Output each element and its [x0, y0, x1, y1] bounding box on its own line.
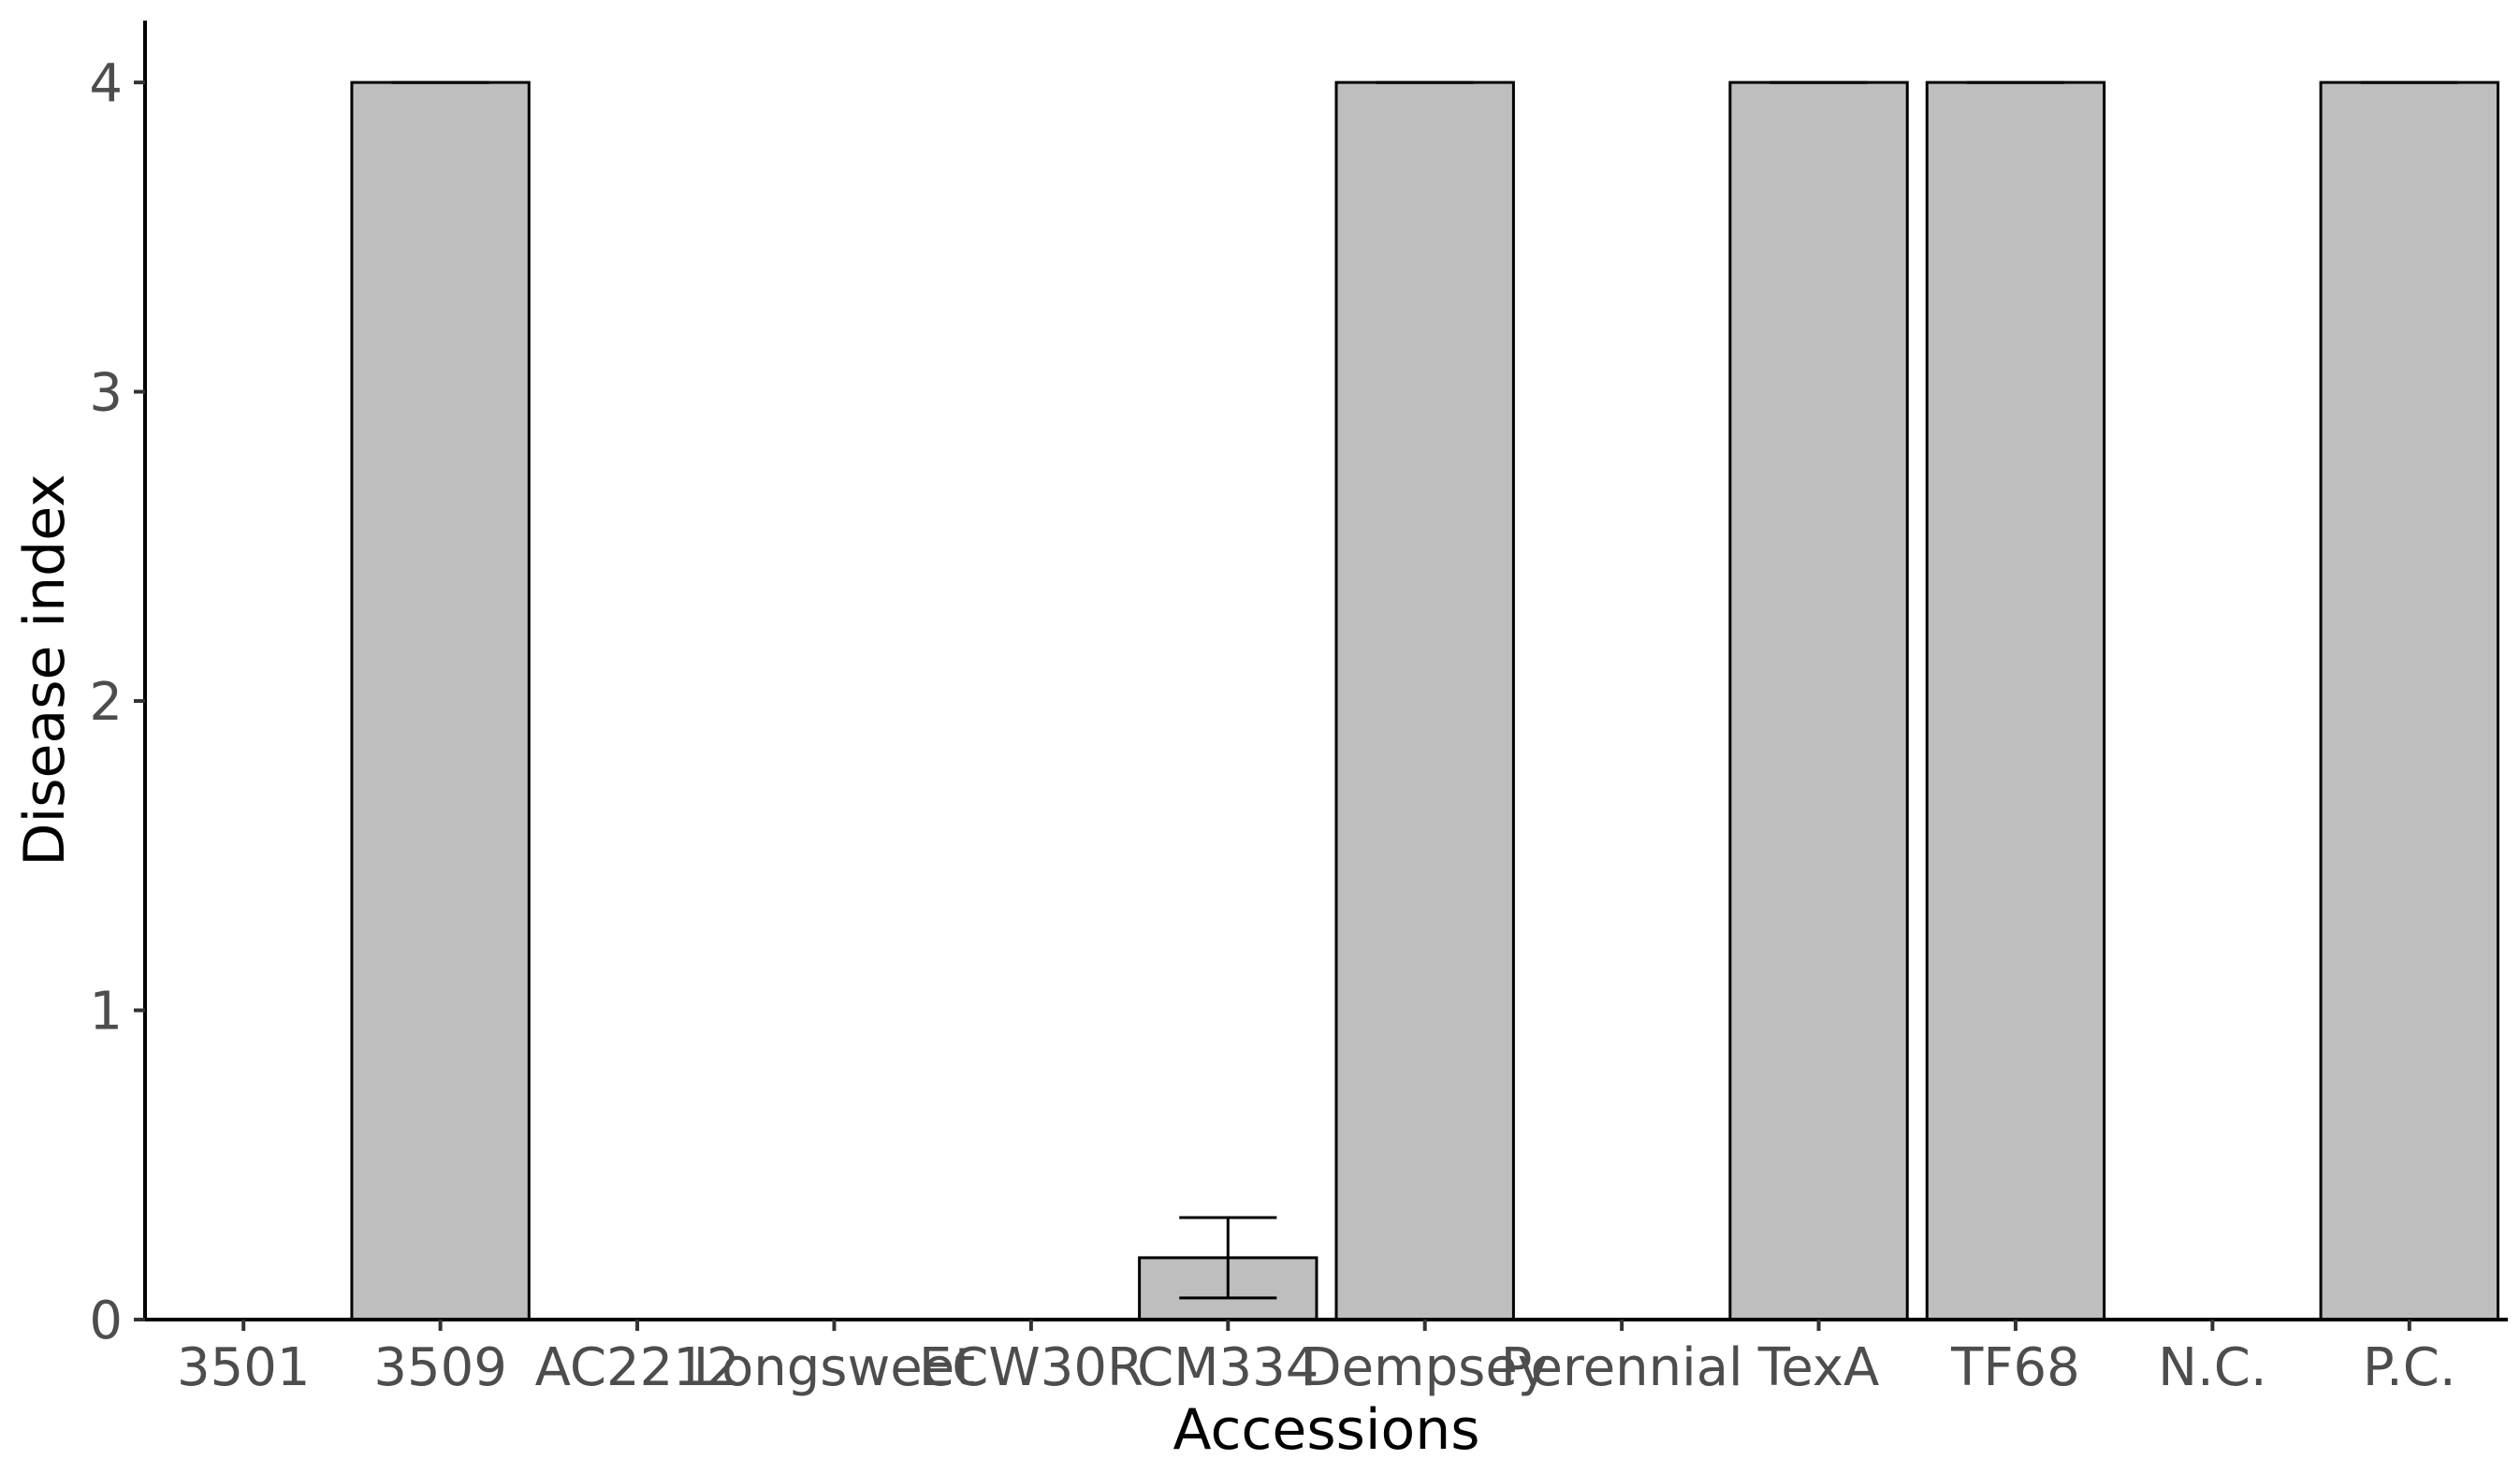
x-tick-label: Dempsey	[1301, 1337, 1548, 1398]
y-axis-ticks: 0 1 2 3 4	[89, 53, 145, 1351]
x-tick-label: CM334	[1137, 1337, 1318, 1398]
bars-layer	[350, 80, 2499, 1321]
y-axis-title: Disease index	[12, 474, 78, 866]
x-tick-label: Perennial	[1501, 1337, 1743, 1398]
x-tick-label: 3501	[177, 1337, 311, 1398]
y-tick-label: 0	[89, 1291, 123, 1351]
y-tick-label: 2	[89, 672, 123, 733]
x-tick-label: Longsweet	[693, 1337, 975, 1398]
error-bars-layer	[391, 80, 2458, 1300]
y-tick-label: 1	[89, 982, 123, 1043]
x-tick-label: P.C.	[2363, 1337, 2456, 1398]
x-axis-title: Accessions	[1173, 1397, 1479, 1463]
x-tick-label: TexA	[1757, 1337, 1880, 1398]
bar-TF68	[1925, 80, 2106, 1321]
x-tick-label: TF68	[1950, 1337, 2080, 1398]
bar-Dempsey	[1334, 80, 1515, 1321]
error-bar-CM334	[1179, 1216, 1277, 1300]
x-axis-ticks: 3501 3509 AC2212LongsweetECW30RCM334Dempse…	[177, 1320, 2456, 1398]
x-tick-label: 3509	[373, 1337, 507, 1398]
bar-3509	[350, 80, 531, 1321]
x-tick-label: AC2212	[535, 1337, 740, 1398]
bar-P.C.	[2319, 80, 2499, 1321]
y-tick-label: 3	[89, 363, 123, 424]
x-tick-label: ECW30R	[919, 1337, 1143, 1398]
y-tick-label: 4	[89, 53, 123, 114]
x-tick-label: N.C.	[2158, 1337, 2267, 1398]
bar-TexA	[1728, 80, 1909, 1321]
